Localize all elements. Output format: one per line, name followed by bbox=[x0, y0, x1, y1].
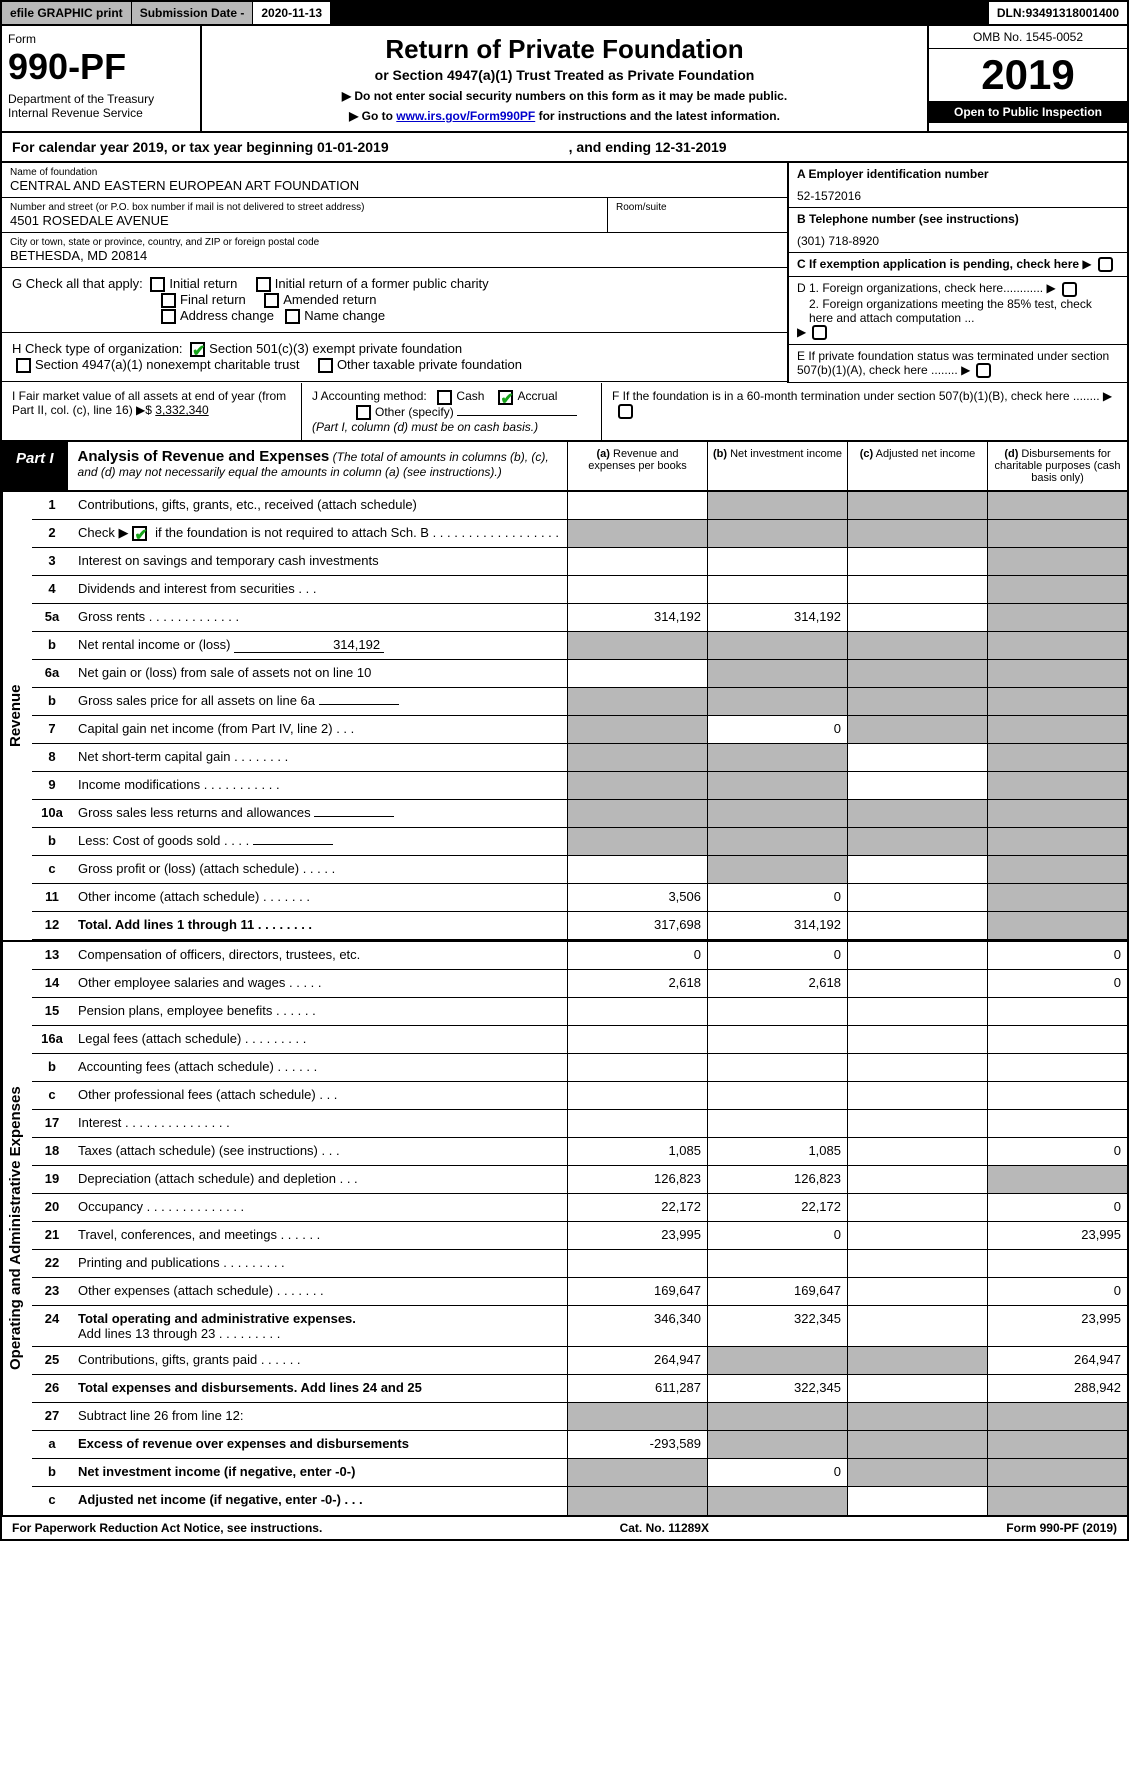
info-block: Name of foundation CENTRAL AND EASTERN E… bbox=[0, 163, 1129, 383]
form-title: Return of Private Foundation bbox=[210, 34, 919, 65]
cal-year-begin: For calendar year 2019, or tax year begi… bbox=[12, 139, 389, 155]
check-final[interactable] bbox=[161, 293, 176, 308]
subdate-label: Submission Date - bbox=[132, 2, 254, 24]
note2: ▶ Go to www.irs.gov/Form990PF for instru… bbox=[210, 109, 919, 123]
check-c[interactable] bbox=[1098, 257, 1113, 272]
form-label: Form bbox=[8, 32, 194, 46]
col-b-head: (b) Net investment income bbox=[707, 442, 847, 490]
efile-label: efile GRAPHIC print bbox=[2, 2, 132, 24]
check-4947[interactable] bbox=[16, 358, 31, 373]
form-header: Form 990-PF Department of the Treasury I… bbox=[0, 26, 1129, 133]
info-right: A Employer identification number52-15720… bbox=[787, 163, 1127, 383]
check-other-method[interactable] bbox=[356, 405, 371, 420]
dln: DLN: 93491318001400 bbox=[989, 2, 1127, 24]
subdate-value: 2020-11-13 bbox=[253, 2, 331, 24]
city-cell: City or town, state or province, country… bbox=[2, 233, 787, 268]
check-e[interactable] bbox=[976, 363, 991, 378]
tax-year: 2019 bbox=[929, 49, 1127, 101]
check-addr-change[interactable] bbox=[161, 309, 176, 324]
form-number: 990-PF bbox=[8, 46, 194, 88]
part1-title: Analysis of Revenue and Expenses (The to… bbox=[68, 442, 567, 490]
omb-number: OMB No. 1545-0052 bbox=[929, 26, 1127, 49]
footer-right: Form 990-PF (2019) bbox=[1006, 1521, 1117, 1535]
top-bar: efile GRAPHIC print Submission Date - 20… bbox=[0, 0, 1129, 26]
fmv-value: 3,332,340 bbox=[155, 403, 208, 417]
check-501c3[interactable] bbox=[190, 342, 205, 357]
footer-left: For Paperwork Reduction Act Notice, see … bbox=[12, 1521, 322, 1535]
irs-link[interactable]: www.irs.gov/Form990PF bbox=[396, 109, 535, 123]
check-schb[interactable] bbox=[132, 526, 147, 541]
irs: Internal Revenue Service bbox=[8, 106, 194, 120]
check-amended[interactable] bbox=[264, 293, 279, 308]
part1-label: Part I bbox=[2, 442, 68, 490]
g-checks: G Check all that apply: Initial return I… bbox=[2, 268, 787, 333]
header-left: Form 990-PF Department of the Treasury I… bbox=[2, 26, 202, 131]
footer-mid: Cat. No. 11289X bbox=[322, 1521, 1006, 1535]
revenue-section: Revenue 1Contributions, gifts, grants, e… bbox=[0, 492, 1129, 942]
ijf-row: I Fair market value of all assets at end… bbox=[0, 383, 1129, 442]
note1: ▶ Do not enter social security numbers o… bbox=[210, 89, 919, 103]
check-initial[interactable] bbox=[150, 277, 165, 292]
col-d-head: (d) Disbursements for charitable purpose… bbox=[987, 442, 1127, 490]
check-d1[interactable] bbox=[1062, 282, 1077, 297]
open-public: Open to Public Inspection bbox=[929, 101, 1127, 123]
expenses-label: Operating and Administrative Expenses bbox=[2, 942, 32, 1515]
header-right: OMB No. 1545-0052 2019 Open to Public In… bbox=[927, 26, 1127, 131]
col-c-head: (c) Adjusted net income bbox=[847, 442, 987, 490]
header-mid: Return of Private Foundation or Section … bbox=[202, 26, 927, 131]
h-checks: H Check type of organization: Section 50… bbox=[2, 333, 787, 382]
form-subtitle: or Section 4947(a)(1) Trust Treated as P… bbox=[210, 67, 919, 83]
foundation-name-cell: Name of foundation CENTRAL AND EASTERN E… bbox=[2, 163, 787, 198]
check-name-change[interactable] bbox=[285, 309, 300, 324]
calendar-year-row: For calendar year 2019, or tax year begi… bbox=[0, 133, 1129, 163]
cal-year-end: , and ending 12-31-2019 bbox=[569, 139, 727, 155]
check-initial-former[interactable] bbox=[256, 277, 271, 292]
revenue-label: Revenue bbox=[2, 492, 32, 940]
check-cash[interactable] bbox=[437, 390, 452, 405]
check-accrual[interactable] bbox=[498, 390, 513, 405]
top-spacer bbox=[331, 2, 989, 24]
expenses-section: Operating and Administrative Expenses 13… bbox=[0, 942, 1129, 1517]
col-a-head: (a) Revenue and expenses per books bbox=[567, 442, 707, 490]
check-d2[interactable] bbox=[812, 325, 827, 340]
info-left: Name of foundation CENTRAL AND EASTERN E… bbox=[2, 163, 787, 383]
check-f[interactable] bbox=[618, 404, 633, 419]
check-other-taxable[interactable] bbox=[318, 358, 333, 373]
dept: Department of the Treasury bbox=[8, 92, 194, 106]
address-row: Number and street (or P.O. box number if… bbox=[2, 198, 787, 233]
part1-header: Part I Analysis of Revenue and Expenses … bbox=[0, 442, 1129, 492]
footer: For Paperwork Reduction Act Notice, see … bbox=[0, 1517, 1129, 1541]
